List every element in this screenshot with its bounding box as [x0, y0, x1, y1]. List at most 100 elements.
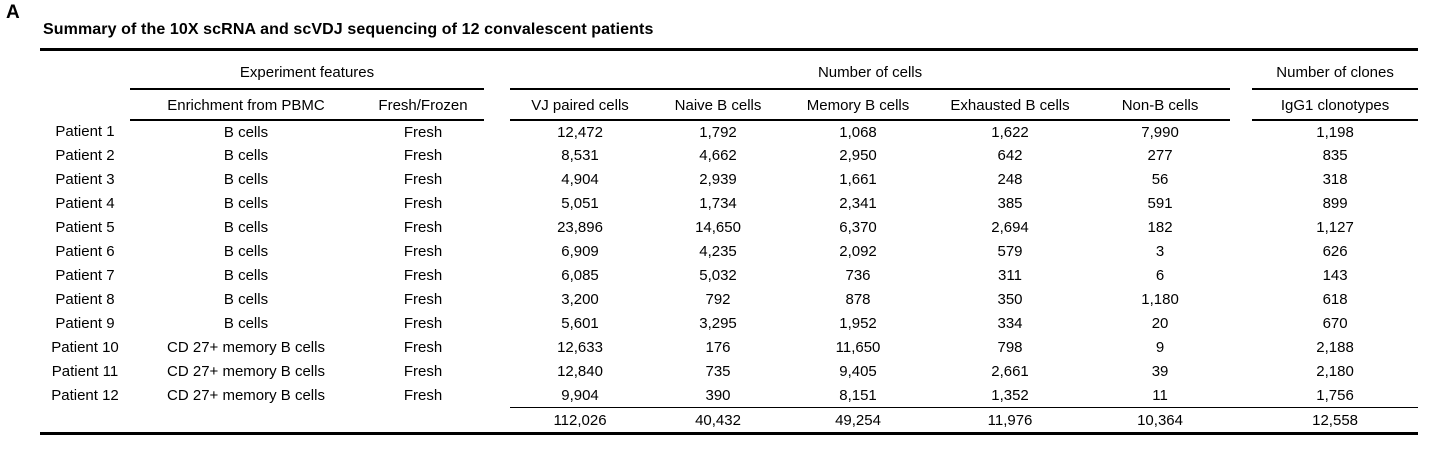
row-gap	[1230, 312, 1252, 336]
fresh-frozen-cell: Fresh	[403, 123, 443, 141]
patient-label: Patient 2	[55, 147, 115, 164]
naive-b-cell: 5,032	[699, 267, 737, 284]
row-gap	[484, 264, 510, 288]
vj-paired-cell: 23,896	[557, 219, 603, 236]
naive-b-cell: 2,939	[699, 171, 737, 188]
fresh-frozen-cell: Fresh	[403, 171, 443, 188]
col-header-exhausted-b-cells: Exhausted B cells	[930, 88, 1091, 121]
enrichment-cell: CD 27+ memory B cells	[167, 339, 325, 356]
patient-row: Patient 2 B cells Fresh 8,531 4,662 2,950 642 2…	[40, 144, 1418, 168]
totals-row: 112,026 40,432 49,254 11,976 10,364 12,5…	[40, 407, 1419, 434]
fresh-frozen-cell: Fresh	[403, 363, 443, 380]
memory-b-cell: 2,950	[839, 147, 877, 164]
naive-b-cell: 1,734	[699, 195, 737, 212]
exhausted-b-cell: 248	[997, 171, 1023, 188]
fresh-frozen-cell: Fresh	[403, 291, 443, 308]
total-vj-paired-cells: 112,026	[510, 407, 651, 434]
igg1-clonotypes-cell: 318	[1322, 171, 1348, 188]
naive-b-cell: 14,650	[695, 219, 741, 236]
non-b-cell: 56	[1151, 171, 1169, 188]
row-gap	[484, 288, 510, 312]
vj-paired-cell: 3,200	[561, 291, 599, 308]
row-gap	[484, 384, 510, 408]
group-gap	[484, 50, 510, 89]
non-b-cell: 1,180	[1141, 291, 1179, 308]
patient-row: Patient 9 B cells Fresh 5,601 3,295 1,952 334 2…	[40, 312, 1418, 336]
row-gap	[1230, 216, 1252, 240]
row-gap	[484, 144, 510, 168]
non-b-cell: 277	[1147, 147, 1173, 164]
memory-b-cell: 2,341	[839, 195, 877, 212]
non-b-cell: 7,990	[1141, 123, 1179, 141]
patient-label: Patient 12	[51, 387, 119, 404]
vj-paired-cell: 6,085	[561, 267, 599, 284]
exhausted-b-cell: 1,622	[991, 123, 1029, 141]
row-gap	[484, 336, 510, 360]
exhausted-b-cell: 334	[997, 315, 1023, 332]
group-header-row: Experiment features Number of cells Numb…	[40, 49, 1419, 90]
patient-label: Patient 5	[55, 219, 115, 236]
empty-cell	[484, 408, 510, 434]
col-header-non-b-cells: Non-B cells	[1090, 88, 1231, 121]
patient-label: Patient 6	[55, 243, 115, 260]
igg1-clonotypes-cell: 143	[1322, 267, 1348, 284]
enrichment-cell: B cells	[223, 315, 269, 332]
patient-label: Patient 3	[55, 171, 115, 188]
total-memory-b-cells: 49,254	[786, 407, 931, 434]
memory-b-cell: 2,092	[839, 243, 877, 260]
patient-row: Patient 4 B cells Fresh 5,051 1,734 2,341 385 5…	[40, 192, 1418, 216]
exhausted-b-cell: 385	[997, 195, 1023, 212]
column-header-row: Enrichment from PBMC Fresh/Frozen VJ pai…	[40, 88, 1419, 121]
row-gap	[484, 360, 510, 384]
memory-b-cell: 1,661	[839, 171, 877, 188]
naive-b-cell: 1,792	[699, 123, 737, 141]
igg1-clonotypes-cell: 899	[1322, 195, 1348, 212]
memory-b-cell: 9,405	[839, 363, 877, 380]
igg1-clonotypes-cell: 2,180	[1316, 363, 1354, 380]
non-b-cell: 20	[1151, 315, 1169, 332]
group-gap	[1230, 89, 1252, 120]
naive-b-cell: 735	[705, 363, 731, 380]
row-gap	[1230, 264, 1252, 288]
vj-paired-cell: 5,051	[561, 195, 599, 212]
row-gap	[1230, 360, 1252, 384]
fresh-frozen-cell: Fresh	[403, 387, 443, 404]
vj-paired-cell: 6,909	[561, 243, 599, 260]
total-igg1-clonotypes: 12,558	[1252, 407, 1419, 434]
fresh-frozen-cell: Fresh	[403, 219, 443, 236]
memory-b-cell: 6,370	[839, 219, 877, 236]
memory-b-cell: 1,952	[839, 315, 877, 332]
vj-paired-cell: 12,840	[557, 363, 603, 380]
igg1-clonotypes-cell: 1,756	[1316, 386, 1354, 404]
naive-b-cell: 3,295	[699, 315, 737, 332]
memory-b-cell: 736	[845, 267, 871, 284]
row-gap	[484, 120, 510, 144]
vj-paired-cell: 5,601	[561, 315, 599, 332]
panel-label: A	[6, 2, 20, 23]
exhausted-b-cell: 642	[997, 147, 1023, 164]
total-non-b-cells: 10,364	[1090, 407, 1231, 434]
patient-row: Patient 11 CD 27+ memory B cells Fresh 12,8…	[40, 360, 1418, 384]
enrichment-cell: B cells	[223, 219, 269, 236]
group-gap	[1230, 50, 1252, 89]
igg1-clonotypes-cell: 670	[1322, 315, 1348, 332]
row-gap	[1230, 144, 1252, 168]
group-gap	[484, 89, 510, 120]
fresh-frozen-cell: Fresh	[403, 315, 443, 332]
naive-b-cell: 4,662	[699, 147, 737, 164]
non-b-cell: 11	[1152, 386, 1168, 404]
patient-row: Patient 1 B cells Fresh 12,472 1,792 1,068 1,6…	[40, 120, 1418, 144]
fresh-frozen-cell: Fresh	[403, 195, 443, 212]
corner-spacer	[40, 89, 130, 120]
non-b-cell: 9	[1155, 339, 1165, 356]
col-header-enrichment: Enrichment from PBMC	[130, 88, 362, 121]
empty-cell	[40, 408, 130, 434]
memory-b-cell: 11,650	[835, 339, 881, 356]
patient-rows: Patient 1 B cells Fresh 12,472 1,792 1,068 1,6…	[40, 120, 1418, 408]
memory-b-cell: 8,151	[839, 386, 877, 404]
exhausted-b-cell: 798	[997, 339, 1023, 356]
patient-label: Patient 4	[55, 195, 115, 212]
igg1-clonotypes-cell: 618	[1322, 291, 1348, 308]
non-b-cell: 182	[1147, 219, 1173, 236]
